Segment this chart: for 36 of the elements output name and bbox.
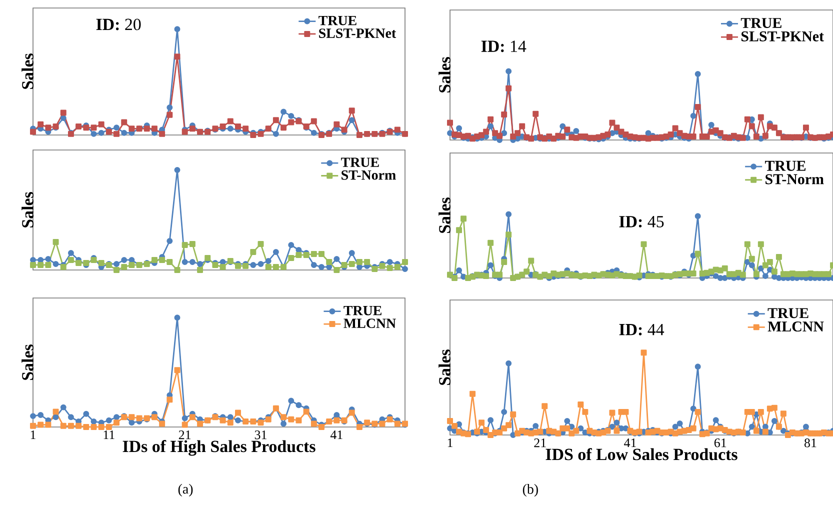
x-tick-label: 1 — [448, 438, 452, 448]
legend-label: TRUE — [765, 160, 806, 171]
x-axis-title: IDS of Low Sales Products — [546, 448, 738, 460]
legend-label: SLST-PKNet — [741, 31, 824, 42]
x-tick-label: 1 — [30, 430, 36, 440]
y-axis-title: Sales — [438, 198, 450, 233]
x-tick-label: 41 — [624, 438, 636, 448]
x-tick-label: 41 — [330, 430, 342, 440]
legend-label: SLST-PKNet — [319, 28, 396, 38]
annotation: ID: 45 — [619, 216, 664, 228]
text: (b) — [522, 484, 538, 497]
legend-label: ST-Norm — [342, 170, 396, 180]
legend-label: TRUE — [740, 18, 782, 28]
legend-label: MLCNN — [768, 321, 824, 332]
legend-label: TRUE — [318, 16, 356, 26]
legend-label: TRUE — [344, 306, 382, 316]
y-axis-title: Sales — [438, 350, 450, 385]
legend-label: MLCNN — [344, 318, 396, 328]
x-axis-title: IDs of High Sales Products — [122, 440, 316, 456]
annotation: ID: 20 — [96, 18, 141, 30]
y-axis-title: Sales — [22, 192, 34, 228]
y-axis-title: Sales — [22, 344, 34, 380]
x-tick-label: 61 — [714, 438, 726, 448]
legend-label: TRUE — [768, 308, 808, 318]
text: ID: 44 — [619, 324, 664, 336]
y-axis-title: Sales — [22, 54, 34, 89]
x-tick-label: 81 — [804, 438, 816, 448]
legend-label: ST-Norm — [766, 174, 824, 184]
x-tick-label: 21 — [534, 438, 546, 448]
x-tick-label: 21 — [178, 430, 191, 440]
y-axis-title: Sales — [438, 57, 450, 92]
x-tick-label: 31 — [254, 430, 266, 440]
legend-label: TRUE — [341, 158, 379, 168]
text: ID: 14 — [481, 40, 526, 52]
text: (a) — [178, 484, 193, 497]
x-tick-label: 11 — [104, 430, 114, 440]
